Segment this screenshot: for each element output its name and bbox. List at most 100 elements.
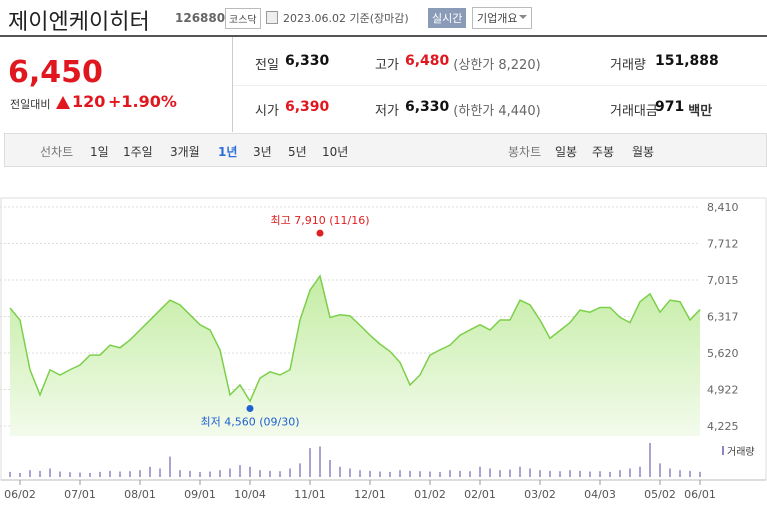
- volume-bar: [369, 470, 371, 477]
- volume-bar: [249, 466, 251, 477]
- stat-value: 151,888: [655, 53, 719, 69]
- y-tick-label: 8,410: [707, 201, 739, 214]
- volume-bar: [279, 471, 281, 477]
- volume-bar: [549, 470, 551, 477]
- volume-bar: [229, 468, 231, 477]
- up-arrow: [56, 96, 70, 109]
- volume-bar: [459, 470, 461, 477]
- y-tick-label: 4,225: [707, 420, 739, 433]
- price-area: [10, 276, 700, 436]
- stat-label: 거래대금: [610, 104, 658, 119]
- candle-tab[interactable]: 월봉: [632, 145, 655, 159]
- volume-bar: [19, 472, 21, 477]
- realtime-button[interactable]: 실시간: [428, 8, 467, 28]
- volume-bar: [529, 468, 531, 477]
- x-tick-label: 06/02: [4, 488, 36, 501]
- volume-bar: [589, 471, 591, 477]
- range-tab[interactable]: 1주일: [123, 145, 153, 159]
- x-tick-label: 08/01: [124, 488, 156, 501]
- volume-bar: [679, 470, 681, 477]
- volume-bar: [499, 470, 501, 477]
- volume-bar: [69, 472, 71, 477]
- volume-bar: [569, 470, 571, 477]
- price: 6,450: [8, 55, 103, 90]
- stat-label: 시가: [255, 104, 279, 119]
- stock-code: 126880: [175, 11, 226, 25]
- stat-note: (상한가 8,220): [453, 58, 541, 73]
- range-tab[interactable]: 10년: [322, 145, 349, 159]
- x-tick-label: 12/01: [354, 488, 386, 501]
- x-tick-label: 09/01: [184, 488, 216, 501]
- range-tab[interactable]: 1년: [218, 145, 238, 159]
- volume-bar: [539, 470, 541, 477]
- price-line: [9, 274, 701, 403]
- volume-bar: [439, 471, 441, 477]
- volume-bar: [129, 471, 131, 477]
- x-tick-label: 03/02: [524, 488, 556, 501]
- volume-bar: [309, 448, 311, 477]
- volume-bar: [399, 470, 401, 477]
- volume-bar: [139, 470, 141, 477]
- x-tick-label: 05/02: [644, 488, 676, 501]
- volume-bar: [119, 471, 121, 477]
- x-tick-label: 06/01: [684, 488, 716, 501]
- range-tab[interactable]: 3년: [253, 145, 272, 159]
- candle-tab[interactable]: 주봉: [592, 145, 615, 159]
- volume-bar: [239, 465, 241, 477]
- volume-bar: [79, 472, 81, 477]
- volume-bar: [689, 470, 691, 477]
- volume-bar: [219, 470, 221, 477]
- stat-unit: 백만: [688, 104, 713, 119]
- volume-bar: [579, 470, 581, 477]
- volume-bar: [319, 446, 321, 477]
- x-tick-label: 02/01: [464, 488, 496, 501]
- volume-bar: [9, 471, 11, 477]
- x-tick-label: 11/01: [294, 488, 326, 501]
- volume-bar: [419, 471, 421, 477]
- range-tab[interactable]: 5년: [288, 145, 307, 159]
- volume-bar: [329, 460, 331, 477]
- quote-divider: [232, 37, 233, 132]
- volume-bar: [559, 471, 561, 477]
- y-tick-label: 4,922: [707, 384, 739, 397]
- stat-value: 6,390: [285, 99, 330, 115]
- extreme-label: 최저 4,560 (09/30): [200, 415, 299, 428]
- candle-tab[interactable]: 일봉: [555, 145, 578, 159]
- volume-bar: [199, 471, 201, 477]
- stat-note: (하한가 4,440): [453, 104, 541, 119]
- company-button[interactable]: 기업개요: [472, 7, 533, 29]
- range-tab[interactable]: 1일: [90, 145, 109, 159]
- volume-bar: [159, 468, 161, 477]
- company-button-label: 기업개요: [477, 12, 518, 25]
- tab-label: 봉차트: [508, 145, 542, 159]
- stat-label: 저가: [375, 104, 399, 119]
- x-tick-label: 10/04: [234, 488, 266, 501]
- tab-label: 선차트: [40, 145, 74, 159]
- volume-bar: [299, 463, 301, 477]
- volume-bar: [99, 471, 101, 477]
- stock-name: 제이엔케이히터: [8, 10, 150, 35]
- stat-label: 거래량: [610, 58, 646, 73]
- range-tab[interactable]: 3개월: [170, 145, 200, 159]
- x-tick-label: 04/03: [584, 488, 616, 501]
- volume-bar: [389, 471, 391, 477]
- volume-bar: [649, 443, 651, 477]
- stat-value: 6,330: [405, 99, 450, 115]
- stat-value: 6,330: [285, 53, 330, 69]
- date: 2023.06.02 기준(장마감): [283, 12, 409, 25]
- volume-bar: [629, 468, 631, 477]
- stat-label: 전일: [255, 58, 279, 73]
- y-tick-label: 7,015: [707, 274, 739, 287]
- header-rule: [0, 35, 767, 37]
- x-tick-label: 01/02: [414, 488, 446, 501]
- volume-bar: [169, 456, 171, 477]
- volume-bar: [669, 468, 671, 477]
- volume-bar: [379, 471, 381, 477]
- volume-bar: [449, 470, 451, 477]
- volume-bar: [289, 468, 291, 477]
- volume-legend: 거래량: [727, 446, 755, 458]
- volume-bar: [409, 470, 411, 477]
- stats-divider: [233, 85, 767, 86]
- market-badge: 코스닥: [225, 8, 261, 29]
- volume-bar: [59, 471, 61, 477]
